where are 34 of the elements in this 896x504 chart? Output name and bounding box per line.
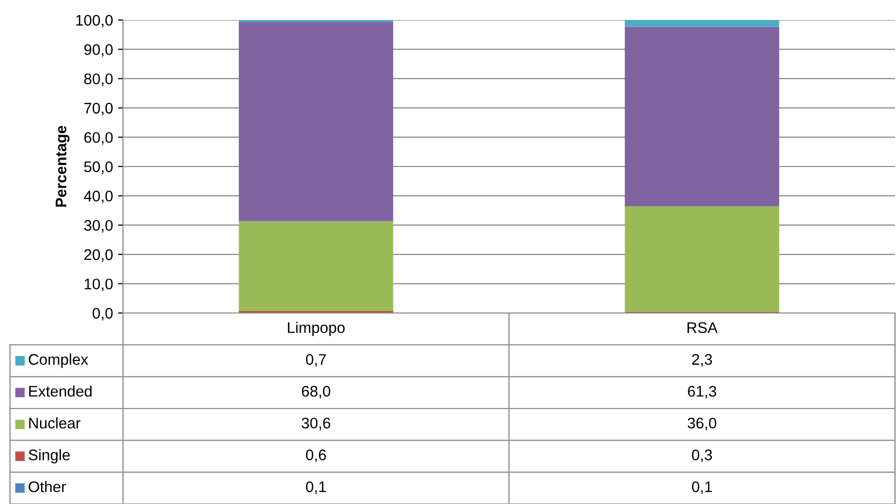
data-label: 2,3	[692, 354, 712, 367]
bar	[624, 206, 780, 312]
bar	[624, 26, 780, 206]
y-tick-label: 40,0	[84, 190, 113, 204]
data-label: 0,6	[306, 450, 326, 462]
y-tick-label: 100,0	[76, 14, 113, 28]
x-tick-label: Limpopo	[288, 322, 345, 336]
data-label: 61,3	[688, 386, 716, 398]
x-tick-label: RSA	[688, 322, 718, 334]
y-tick-label: 70,0	[84, 102, 113, 116]
bar	[238, 221, 394, 311]
y-tick-label: 20,0	[84, 249, 113, 262]
bar	[624, 20, 780, 27]
data-label: 0,7	[306, 354, 326, 367]
y-tick-label: 0,0	[92, 308, 113, 320]
data-label: 68,0	[302, 386, 330, 398]
data-label: 0,1	[306, 481, 326, 494]
data-label: 30,6	[302, 418, 330, 430]
legend-label: Complex	[28, 354, 88, 368]
legend-label: Single	[28, 449, 70, 464]
y-tick-label: 50,0	[84, 161, 113, 174]
y-axis-title: Percentage	[56, 126, 70, 207]
legend-label: Nuclear	[29, 417, 80, 429]
data-label: 0,1	[692, 481, 712, 494]
y-tick-label: 30,0	[84, 220, 113, 233]
y-tick-label: 60,0	[84, 132, 113, 145]
y-tick-label: 10,0	[84, 278, 113, 292]
y-tick-label: 80,0	[84, 73, 113, 86]
bar	[238, 22, 394, 222]
legend-label: Other	[28, 480, 66, 492]
legend-label: Extended	[29, 385, 92, 397]
y-tick-label: 90,0	[84, 44, 113, 57]
data-label: 0,3	[692, 450, 712, 462]
data-label: 36,0	[688, 418, 716, 430]
